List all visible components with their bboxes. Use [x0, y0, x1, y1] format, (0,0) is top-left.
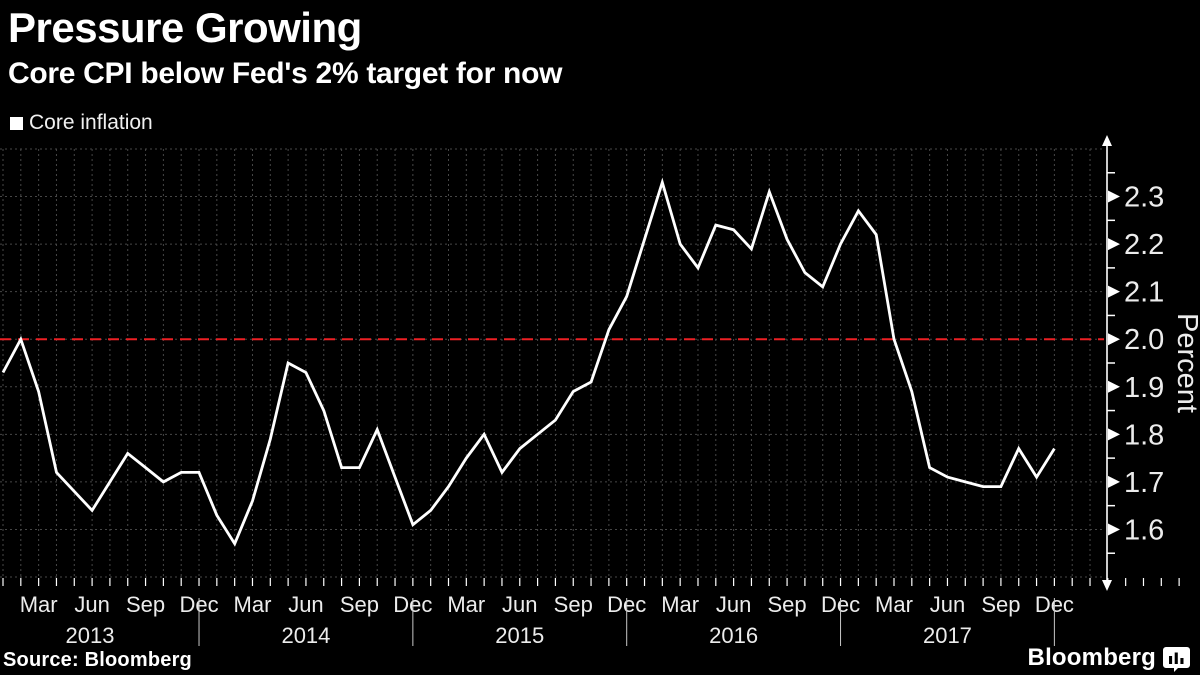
x-month-label: Sep: [981, 592, 1020, 617]
x-year-label: 2014: [281, 623, 330, 648]
x-month-label: Mar: [447, 592, 485, 617]
x-month-label: Sep: [126, 592, 165, 617]
bloomberg-logo: Bloomberg: [1028, 644, 1190, 672]
y-tick-label: 2.3: [1124, 182, 1164, 214]
y-axis-title: Percent: [1171, 313, 1200, 413]
y-tick-label: 2.0: [1124, 324, 1164, 356]
x-month-label: Jun: [716, 592, 751, 617]
x-month-label: Sep: [768, 592, 807, 617]
bloomberg-terminal-icon: [1163, 646, 1190, 672]
legend-label: Core inflation: [29, 111, 153, 134]
legend-square-icon: [10, 117, 23, 130]
x-month-label: Mar: [661, 592, 699, 617]
x-year-label: 2017: [923, 623, 972, 648]
x-month-label: Sep: [554, 592, 593, 617]
source-credit: Source: Bloomberg: [3, 649, 192, 671]
x-month-label: Mar: [875, 592, 913, 617]
y-tick-arrow-icon: [1108, 428, 1120, 441]
bloomberg-logo-text: Bloomberg: [1027, 644, 1156, 671]
core-inflation-line: [1, 177, 1056, 547]
x-month-label: Jun: [930, 592, 965, 617]
y-tick-label: 1.9: [1124, 372, 1164, 404]
y-tick-arrow-icon: [1108, 190, 1120, 203]
y-tick-label: 2.2: [1124, 229, 1164, 261]
y-tick-arrow-icon: [1108, 380, 1120, 393]
y-axis-arrow-down-icon: [1102, 580, 1112, 591]
page-title: Pressure Growing: [8, 4, 362, 51]
y-tick-label: 1.6: [1124, 514, 1164, 546]
x-year-label: 2015: [495, 623, 544, 648]
y-tick-label: 2.1: [1124, 277, 1164, 309]
x-month-label: Jun: [288, 592, 323, 617]
y-tick-arrow-icon: [1108, 523, 1120, 536]
y-tick-arrow-icon: [1108, 333, 1120, 346]
chart-subtitle: Core CPI below Fed's 2% target for now: [8, 57, 563, 90]
x-month-label: Mar: [234, 592, 272, 617]
x-month-label: Sep: [340, 592, 379, 617]
x-month-label: Mar: [20, 592, 58, 617]
x-month-label: Jun: [74, 592, 109, 617]
y-tick-arrow-icon: [1108, 238, 1120, 251]
y-tick-label: 1.8: [1124, 419, 1164, 451]
y-tick-label: 1.7: [1124, 467, 1164, 499]
y-tick-arrow-icon: [1108, 285, 1120, 298]
x-year-label: 2016: [709, 623, 758, 648]
legend: Core inflation: [10, 111, 153, 135]
x-year-label: 2013: [66, 623, 115, 648]
y-axis-arrow-up-icon: [1102, 135, 1112, 146]
y-tick-arrow-icon: [1108, 475, 1120, 488]
x-month-label: Jun: [502, 592, 537, 617]
